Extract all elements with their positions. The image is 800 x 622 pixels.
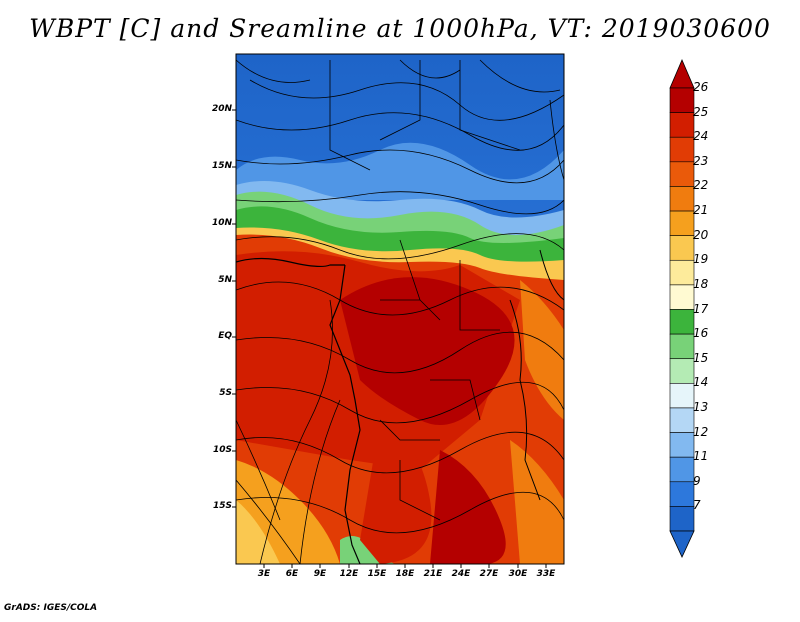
colorbar-label: 17 xyxy=(693,301,709,316)
colorbar-label: 13 xyxy=(693,399,709,414)
colorbar-label: 23 xyxy=(693,153,709,168)
colorbar-box xyxy=(669,235,695,261)
lat-tick-marks xyxy=(232,109,236,508)
colorbar-box xyxy=(669,407,695,433)
lat-label: 10S xyxy=(212,445,232,455)
colorbar-box xyxy=(669,136,695,163)
colorbar-box xyxy=(669,506,695,532)
lon-label: 9E xyxy=(313,569,327,579)
colorbar-label: 11 xyxy=(693,449,709,464)
lat-label: 20N xyxy=(211,104,232,114)
footer-credit: GrADS: IGES/COLA xyxy=(4,603,98,613)
lon-label: 30E xyxy=(508,569,528,579)
colorbar-label: 20 xyxy=(693,227,709,242)
lon-label: 21E xyxy=(423,569,443,579)
lon-label: 24E xyxy=(451,569,471,579)
lat-label: 5S xyxy=(219,388,232,398)
lat-label: 5N xyxy=(218,275,232,285)
colorbar-box xyxy=(669,456,695,483)
wbpt-field xyxy=(236,54,564,564)
colorbar-box xyxy=(669,259,695,286)
colorbar-label: 16 xyxy=(693,326,709,341)
lat-label: EQ xyxy=(218,331,232,341)
lon-label: 18E xyxy=(395,569,415,579)
colorbar-label: 19 xyxy=(693,252,709,267)
lon-label: 15E xyxy=(367,569,387,579)
colorbar-label: 26 xyxy=(693,80,709,94)
colorbar-label: 24 xyxy=(693,129,709,144)
colorbar-box xyxy=(669,358,695,384)
colorbar-box xyxy=(669,87,695,113)
colorbar-label: 25 xyxy=(693,104,709,119)
colorbar-box xyxy=(669,309,695,335)
lon-tick-marks xyxy=(263,564,547,568)
colorbar-label: 15 xyxy=(693,350,709,365)
colorbar-label: 18 xyxy=(693,276,709,291)
lon-label: 27E xyxy=(479,569,499,579)
colorbar-box xyxy=(669,186,695,212)
colorbar-top-arrow xyxy=(669,58,695,89)
colorbar-label: 22 xyxy=(693,178,709,193)
colorbar-label: 12 xyxy=(693,424,709,439)
colorbar-box xyxy=(669,481,695,507)
colorbar xyxy=(669,58,695,558)
chart-title: WBPT [C] and Sreamline at 1000hPa, VT: 2… xyxy=(29,14,771,43)
map-frame xyxy=(235,53,565,565)
colorbar-box xyxy=(669,210,695,236)
lon-label: 33E xyxy=(536,569,556,579)
colorbar-boxes xyxy=(669,87,695,532)
colorbar-box xyxy=(669,432,695,458)
colorbar-label: 21 xyxy=(693,203,709,218)
lat-label: 10N xyxy=(211,218,232,228)
colorbar-bottom-arrow xyxy=(669,530,695,558)
lon-label: 6E xyxy=(285,569,299,579)
colorbar-box xyxy=(669,333,695,360)
colorbar-label: 7 xyxy=(693,498,701,513)
lat-label: 15S xyxy=(212,501,232,511)
colorbar-box xyxy=(669,161,695,187)
colorbar-label: 14 xyxy=(693,375,709,390)
lon-label: 3E xyxy=(257,569,271,579)
lon-label: 12E xyxy=(339,569,359,579)
lat-label: 15N xyxy=(211,161,232,171)
colorbar-box xyxy=(669,284,695,310)
colorbar-box xyxy=(669,112,695,138)
colorbar-label: 9 xyxy=(693,473,701,488)
colorbar-box xyxy=(669,383,695,409)
